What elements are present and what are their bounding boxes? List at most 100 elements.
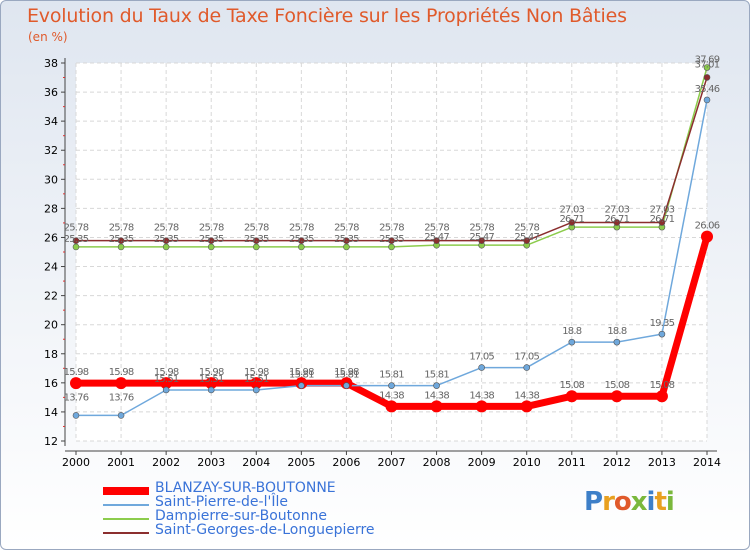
data-point-0: [520, 400, 533, 413]
data-point-3: [207, 237, 215, 244]
data-point-3: [162, 237, 170, 244]
data-label-0: 15.08: [559, 380, 584, 391]
x-tick-label: 2006: [332, 456, 360, 469]
data-point-0: [701, 230, 713, 243]
data-label-1: 15.81: [424, 370, 449, 381]
logo-letter: x: [630, 487, 648, 517]
data-point-0: [655, 390, 668, 403]
y-tick-label: 20: [44, 319, 58, 332]
y-axis-unit: (en %): [28, 30, 68, 44]
data-label-2: 25.35: [64, 234, 89, 245]
data-label-1: 35.46: [695, 84, 720, 95]
data-point-3: [613, 219, 621, 226]
legend-label: Saint-Georges-de-Longuepierre: [155, 522, 375, 538]
data-label-0: 15.98: [109, 367, 134, 378]
y-tick-label: 36: [44, 86, 58, 99]
legend-swatch: [103, 504, 149, 506]
data-label-0: 15.98: [244, 367, 269, 378]
data-point-3: [388, 237, 395, 244]
data-label-0: 14.38: [424, 390, 449, 401]
y-tick-label: 14: [44, 406, 58, 419]
y-tick-label: 22: [44, 290, 58, 303]
data-point-0: [475, 400, 488, 413]
data-label-1: 17.05: [469, 352, 494, 363]
data-label-1: 15.81: [334, 370, 359, 381]
data-point-3: [568, 219, 576, 226]
x-tick-label: 2014: [693, 456, 721, 469]
data-point-3: [478, 237, 485, 244]
legend-swatch: [103, 487, 149, 495]
data-point-3: [433, 237, 440, 244]
y-tick-label: 12: [44, 435, 58, 448]
y-tick-label: 24: [44, 261, 58, 274]
legend-swatch: [103, 518, 149, 520]
data-label-2: 25.47: [424, 232, 449, 243]
data-label-0: 14.38: [514, 390, 539, 401]
data-point-1: [72, 412, 80, 419]
data-label-0: 15.98: [334, 367, 359, 378]
data-label-1: 15.51: [199, 374, 224, 385]
y-tick-label: 30: [44, 173, 58, 186]
data-label-1: 15.51: [154, 374, 179, 385]
data-label-2: 25.35: [244, 234, 269, 245]
data-point-0: [115, 377, 128, 390]
data-label-2: 26.71: [605, 214, 630, 225]
data-label-0: 15.08: [605, 380, 630, 391]
data-label-1: 15.81: [379, 370, 404, 381]
legend-swatch: [103, 532, 149, 534]
data-label-2: 25.35: [379, 234, 404, 245]
data-label-2: 25.47: [469, 232, 494, 243]
data-point-1: [162, 386, 170, 394]
chart-title: Evolution du Taux de Taxe Foncière sur l…: [27, 5, 627, 27]
y-tick-label: 38: [44, 57, 58, 70]
logo-letter: P: [584, 487, 603, 517]
x-tick-label: 2010: [513, 456, 541, 469]
legend-label: Saint-Pierre-de-l'Île: [155, 494, 288, 510]
data-label-0: 15.98: [64, 367, 89, 378]
proxiti-logo: Proxiti: [584, 487, 675, 517]
y-tick-label: 26: [44, 231, 58, 244]
logo-letter: i: [665, 487, 675, 517]
data-label-3: 25.78: [64, 223, 89, 234]
data-label-1: 18.8: [562, 326, 582, 337]
data-point-3: [703, 74, 711, 81]
data-point-1: [433, 382, 440, 389]
data-point-1: [658, 330, 666, 338]
data-point-1: [613, 338, 621, 346]
data-label-2: 25.47: [514, 232, 539, 243]
data-point-1: [703, 96, 711, 104]
data-label-3: 25.78: [199, 223, 224, 234]
data-label-2: 25.35: [109, 234, 134, 245]
data-label-3: 27.03: [650, 204, 675, 215]
data-point-0: [565, 390, 578, 403]
y-tick-label: 32: [44, 144, 58, 157]
data-label-3: 25.78: [154, 223, 179, 234]
data-point-1: [388, 382, 395, 389]
y-tick-label: 28: [44, 202, 58, 215]
data-point-1: [478, 364, 485, 371]
x-tick-label: 2004: [242, 456, 270, 469]
data-label-3: 25.78: [334, 223, 359, 234]
x-tick-label: 2011: [558, 456, 586, 469]
data-label-3: 37.01: [695, 59, 720, 70]
data-point-1: [568, 338, 576, 346]
data-point-0: [205, 377, 218, 390]
logo-letter: o: [613, 487, 632, 517]
data-point-0: [70, 377, 82, 390]
x-tick-label: 2002: [152, 456, 180, 469]
data-point-1: [252, 386, 260, 394]
data-label-3: 25.78: [514, 223, 539, 234]
data-point-1: [207, 386, 215, 394]
data-point-0: [385, 400, 398, 413]
x-tick-label: 2007: [378, 456, 406, 469]
data-point-0: [160, 377, 173, 390]
y-tick-label: 34: [44, 115, 58, 128]
x-tick-label: 2003: [197, 456, 225, 469]
data-label-2: 25.35: [334, 234, 359, 245]
data-label-3: 25.78: [244, 223, 269, 234]
legend-label: Dampierre-sur-Boutonne: [155, 508, 328, 524]
data-point-3: [117, 237, 125, 244]
logo-letter: t: [654, 487, 666, 517]
data-label-2: 25.35: [289, 234, 314, 245]
